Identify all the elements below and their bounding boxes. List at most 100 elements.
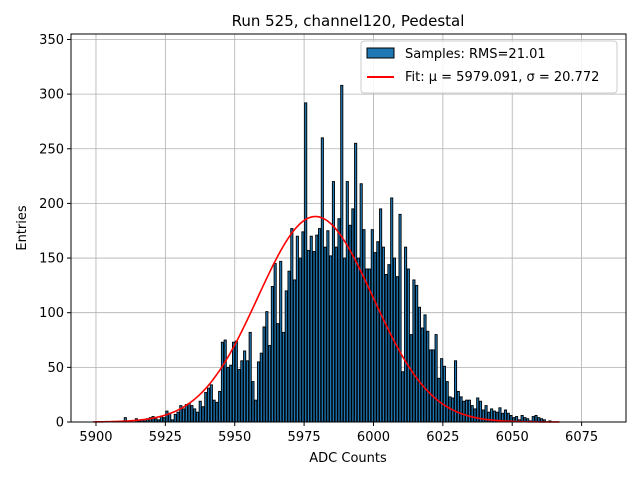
histogram-bar [290, 228, 294, 423]
histogram-bar [373, 252, 377, 423]
histogram-bar [503, 409, 508, 423]
histogram-bar [365, 268, 369, 423]
histogram-bar [195, 411, 199, 423]
histogram-bar [237, 369, 241, 423]
x-axis-label: ADC Counts [309, 451, 387, 466]
histogram-bar [223, 339, 227, 423]
histogram-bar [309, 235, 313, 423]
histogram-bar [229, 364, 233, 423]
histogram-bar [204, 392, 208, 423]
y-tick-label: 250 [39, 142, 64, 157]
histogram-bar [298, 257, 302, 423]
histogram-bar [343, 257, 347, 423]
histogram-bar [187, 402, 191, 423]
histogram-bar [270, 286, 274, 423]
histogram-bar [465, 399, 469, 423]
histogram-bar [351, 208, 355, 423]
histogram-bar [173, 413, 177, 423]
histogram-bar [337, 218, 341, 423]
histogram-bar [284, 290, 288, 423]
histogram-bar [429, 349, 433, 423]
histogram-bar [287, 270, 291, 423]
histogram-bar [401, 371, 405, 423]
histogram-bar [467, 399, 471, 423]
legend-fit-label: Fit: μ = 5979.091, σ = 20.772 [405, 70, 599, 85]
histogram-bar [470, 405, 474, 423]
histogram-bar [262, 326, 266, 423]
histogram-bar [534, 414, 538, 423]
histogram-bar [231, 341, 236, 423]
x-axis-ticks: 5900 5925 5950 5975 6000 6025 6050 6075 [79, 422, 598, 445]
x-tick-label: 6050 [496, 430, 529, 445]
histogram-bar [240, 360, 244, 423]
histogram-bar [162, 417, 166, 423]
histogram-bar [348, 224, 352, 423]
histogram-bar [376, 241, 380, 423]
histogram-bar [198, 400, 202, 423]
histogram-bar [312, 251, 316, 423]
histogram-bar [387, 264, 391, 423]
histogram-bar [176, 411, 180, 423]
histogram-bar [481, 409, 485, 423]
histogram-bar [318, 228, 322, 423]
y-tick-label: 100 [39, 306, 64, 321]
histogram-bar [218, 390, 222, 423]
legend-box [360, 40, 618, 94]
histogram-bar [201, 406, 205, 423]
histogram-bar [445, 381, 449, 423]
legend: Samples: RMS=21.01 Fit: μ = 5979.091, σ … [360, 40, 618, 94]
histogram-bar [459, 396, 463, 423]
histogram-bar [209, 384, 213, 423]
histogram-bar [212, 399, 216, 423]
histogram-bar [417, 306, 421, 423]
histogram-bar [207, 387, 211, 423]
legend-histogram-label: Samples: RMS=21.01 [405, 47, 546, 62]
histogram-bar [384, 274, 388, 423]
x-tick-label: 5950 [218, 430, 251, 445]
histogram-bar [304, 102, 308, 423]
y-tick-label: 50 [47, 361, 64, 376]
histogram-bar [442, 365, 446, 423]
histogram-bar [215, 401, 219, 423]
histogram-bar [323, 246, 327, 423]
histogram-bar [234, 340, 238, 423]
histogram-bar [354, 142, 358, 423]
histogram-bar [165, 410, 169, 423]
histogram-bar [423, 314, 427, 423]
histogram-bar [420, 327, 424, 423]
histogram-bar [226, 366, 230, 423]
histogram-bar [193, 408, 197, 423]
histogram-bar [245, 360, 249, 423]
histogram-bar [398, 213, 402, 423]
histogram-bar [276, 323, 280, 423]
histogram-bar [356, 257, 360, 423]
histogram-bar [243, 350, 247, 423]
histogram-bar [254, 399, 258, 423]
x-tick-label: 6025 [426, 430, 459, 445]
histogram-bar [498, 407, 502, 423]
histogram-bar [268, 345, 272, 423]
histogram-bar [265, 311, 269, 423]
y-tick-label: 300 [39, 88, 64, 103]
histogram-bar [359, 183, 363, 423]
x-tick-label: 5900 [79, 430, 112, 445]
histogram-bar [434, 334, 438, 423]
y-tick-label: 150 [39, 252, 64, 267]
histogram-bar [273, 263, 277, 423]
histogram-bar [462, 400, 466, 423]
histogram-bar [220, 341, 224, 423]
histogram-bar [315, 234, 319, 423]
histogram-bar [456, 390, 460, 423]
histogram-bar [251, 381, 255, 423]
x-tick-label: 6000 [357, 430, 390, 445]
histogram-bar [454, 360, 458, 423]
histogram-bar [248, 331, 252, 423]
plot-area-frame [70, 33, 627, 423]
y-tick-label: 200 [39, 197, 64, 212]
histogram-bar [431, 349, 435, 423]
histogram-bar [306, 249, 310, 423]
y-tick-label: 350 [39, 33, 64, 48]
histogram-bar [190, 405, 194, 423]
histogram-bar [295, 235, 299, 423]
